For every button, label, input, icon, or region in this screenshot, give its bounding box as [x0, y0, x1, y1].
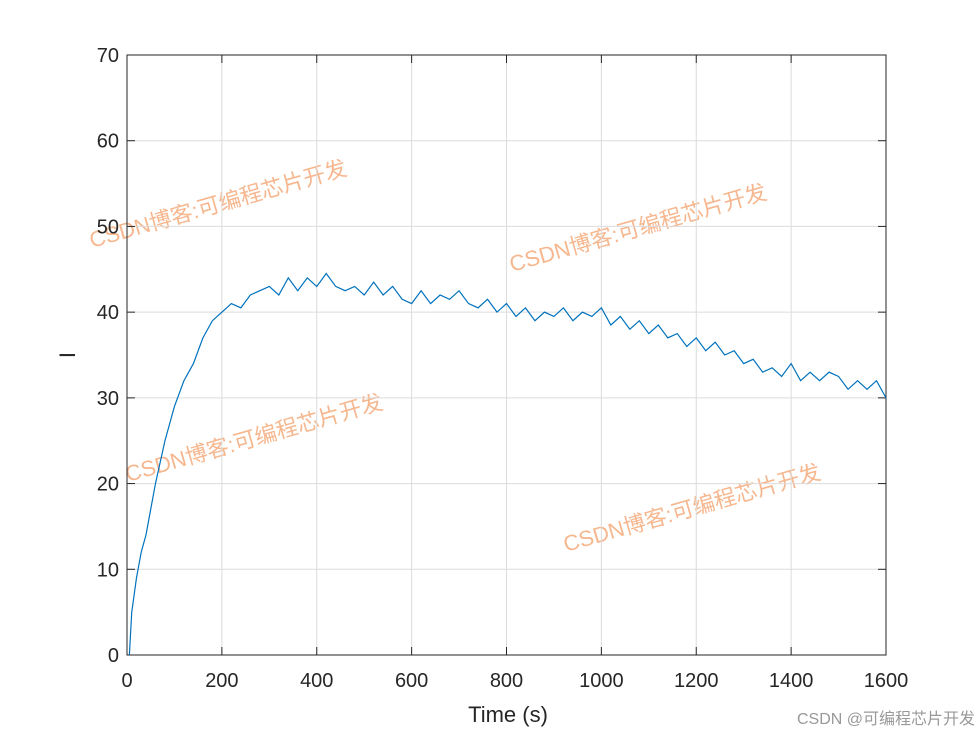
- y-tick-label: 70: [97, 45, 119, 67]
- y-tick-label: 60: [97, 131, 119, 153]
- y-tick-label: 30: [97, 388, 119, 410]
- x-tick-label: 800: [490, 670, 523, 692]
- x-tick-label: 0: [121, 670, 132, 692]
- x-tick-label: 1000: [579, 670, 624, 692]
- x-tick-label: 200: [205, 670, 238, 692]
- y-axis-label: I: [55, 352, 80, 358]
- y-tick-label: 20: [97, 474, 119, 496]
- credit: CSDN @可编程芯片开发: [797, 710, 975, 728]
- x-tick-label: 400: [300, 670, 333, 692]
- y-tick-label: 40: [97, 302, 119, 324]
- plot-frame: [126, 54, 887, 656]
- y-tick-label: 10: [97, 559, 119, 581]
- x-tick-label: 1600: [864, 670, 909, 692]
- x-axis-label: Time (s): [468, 702, 548, 727]
- y-tick-label: 50: [97, 216, 119, 238]
- y-tick-label: 0: [108, 645, 119, 667]
- x-tick-label: 1200: [674, 670, 719, 692]
- x-tick-label: 1400: [769, 670, 814, 692]
- x-tick-label: 600: [395, 670, 428, 692]
- data-line: [128, 272, 887, 656]
